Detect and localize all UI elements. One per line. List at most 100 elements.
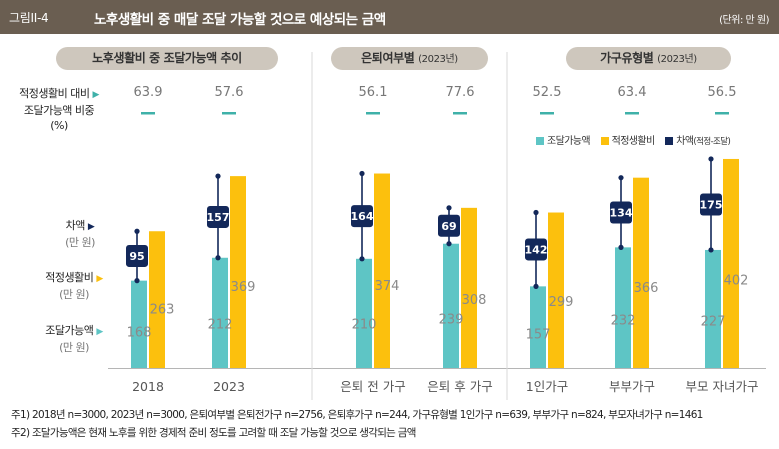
data-label-available: 157 — [526, 328, 551, 343]
side-label-available-unit: (만 원) — [59, 341, 89, 354]
side-label-adequate: 적정생활비 ▶ (만 원) — [26, 270, 122, 302]
bar-available — [705, 249, 721, 368]
data-label-adequate: 366 — [634, 281, 659, 296]
ratio-value: 77.6 — [446, 85, 475, 100]
legend-label: 적정생활비 — [611, 136, 656, 147]
side-label-adequate-unit: (만 원) — [59, 288, 89, 301]
ratio-value: 57.6 — [215, 85, 244, 100]
ratio-dash — [625, 112, 639, 115]
data-label-available: 212 — [208, 317, 233, 332]
legend-swatch — [600, 137, 609, 145]
legend-label: 조달가능액 — [547, 136, 591, 147]
bar-available — [131, 280, 147, 368]
bar-adequate — [723, 158, 739, 368]
gap-dot-top — [359, 170, 365, 177]
ratio-dash — [453, 112, 467, 115]
ratio-value: 52.5 — [533, 85, 562, 100]
gap-dot-top — [618, 175, 624, 181]
bar-adequate — [548, 212, 564, 368]
data-label-adequate: 308 — [462, 293, 487, 308]
data-label-adequate: 369 — [231, 280, 256, 295]
gap-box — [126, 244, 148, 267]
footnote-2: 주2) 조달가능액은 현재 노후를 위한 경제적 준비 정도를 고려할 때 조달… — [11, 427, 416, 439]
bar-available — [530, 286, 546, 368]
data-label-available: 168 — [127, 326, 152, 341]
gap-dot-bottom — [618, 244, 624, 250]
bar-available — [212, 257, 228, 368]
side-label-ratio-line1: 적정생활비 대비 — [19, 87, 90, 100]
bar-available — [443, 243, 459, 368]
ratio-value: 56.1 — [359, 85, 388, 100]
gap-dot-bottom — [359, 256, 365, 262]
group-header-household: 가구유형별 (2023년) — [566, 47, 731, 70]
legend-item-available: 조달가능액 — [536, 136, 591, 147]
gap-dot-bottom — [215, 255, 221, 261]
side-label-gap-text: 차액 — [65, 219, 86, 232]
gap-value: 175 — [700, 198, 723, 211]
group-header-label: 노후생활비 중 조달가능액 추이 — [92, 51, 242, 65]
legend-item-adequate: 적정생활비 — [600, 136, 656, 147]
figure-number: 그림II-4 — [9, 11, 49, 25]
category-label: 은퇴 전 가구 — [340, 379, 405, 394]
gap-box — [700, 193, 722, 216]
bar-available — [356, 258, 372, 368]
ratio-dash — [715, 112, 729, 115]
gap-box — [610, 201, 632, 224]
side-label-available-text: 조달가능액 — [45, 324, 94, 337]
ratio-dash — [540, 112, 554, 115]
gap-box — [525, 238, 547, 261]
side-label-gap: 차액 ▶ (만 원) — [40, 218, 120, 250]
data-label-available: 227 — [701, 315, 726, 330]
data-label-available: 210 — [352, 318, 377, 333]
figure-header: 그림II-4 노후생활비 중 매달 조달 가능할 것으로 예상되는 금액 (단위… — [0, 0, 779, 34]
gap-value: 164 — [351, 210, 374, 223]
side-label-adequate-text: 적정생활비 — [45, 271, 94, 284]
group-header-label: 은퇴여부별 — [361, 51, 415, 65]
figure-title: 노후생활비 중 매달 조달 가능할 것으로 예상되는 금액 — [94, 12, 386, 28]
side-label-gap-unit: (만 원) — [65, 236, 95, 249]
data-label-available: 232 — [611, 314, 636, 329]
gap-dot-top — [533, 209, 539, 216]
arrow-right-icon: ▶ — [96, 327, 103, 337]
bar-adequate — [230, 176, 246, 368]
legend-label: 차액 — [676, 136, 694, 147]
category-label: 부모 자녀가구 — [686, 379, 759, 394]
legend-note: (적정-조달) — [693, 137, 731, 147]
data-label-adequate: 374 — [375, 279, 400, 294]
gap-dot-top — [215, 173, 221, 179]
gap-dot-top — [708, 156, 714, 162]
arrow-right-icon: ▶ — [92, 90, 99, 100]
gap-box — [351, 205, 373, 228]
gap-box — [438, 214, 460, 237]
gap-dot-bottom — [134, 278, 140, 284]
gap-dot-top — [446, 205, 452, 211]
group-header-trend: 노후생활비 중 조달가능액 추이 — [56, 47, 278, 70]
category-label: 2018 — [132, 379, 164, 394]
legend: 조달가능액 적정생활비 차액(적정-조달) — [536, 132, 731, 147]
ratio-value: 63.9 — [134, 85, 163, 100]
side-label-ratio-unit: (%) — [50, 119, 68, 132]
gap-value: 142 — [525, 243, 548, 256]
legend-swatch — [665, 137, 674, 145]
data-label-adequate: 263 — [150, 302, 175, 317]
ratio-dash — [141, 112, 155, 115]
gap-dot-bottom — [708, 247, 714, 253]
group-header-retirement: 은퇴여부별 (2023년) — [331, 47, 488, 70]
gap-dot-bottom — [533, 283, 539, 289]
group-header-note: (2023년) — [418, 54, 458, 65]
category-label: 은퇴 후 가구 — [427, 379, 492, 394]
data-label-adequate: 402 — [724, 273, 749, 288]
gap-dot-top — [134, 228, 140, 234]
bar-available — [615, 247, 631, 368]
side-label-available: 조달가능액 ▶ (만 원) — [26, 323, 122, 355]
gap-box — [207, 205, 229, 228]
side-label-ratio-line2: 조달가능액 비중 — [23, 104, 95, 117]
arrow-right-icon: ▶ — [96, 274, 103, 284]
category-label: 2023 — [213, 379, 245, 394]
arrow-right-icon: ▶ — [87, 222, 95, 232]
legend-item-gap: 차액(적정-조달) — [665, 136, 731, 147]
category-label: 1인가구 — [526, 379, 568, 394]
gap-value: 95 — [129, 250, 144, 263]
group-header-note: (2023년) — [657, 54, 697, 65]
